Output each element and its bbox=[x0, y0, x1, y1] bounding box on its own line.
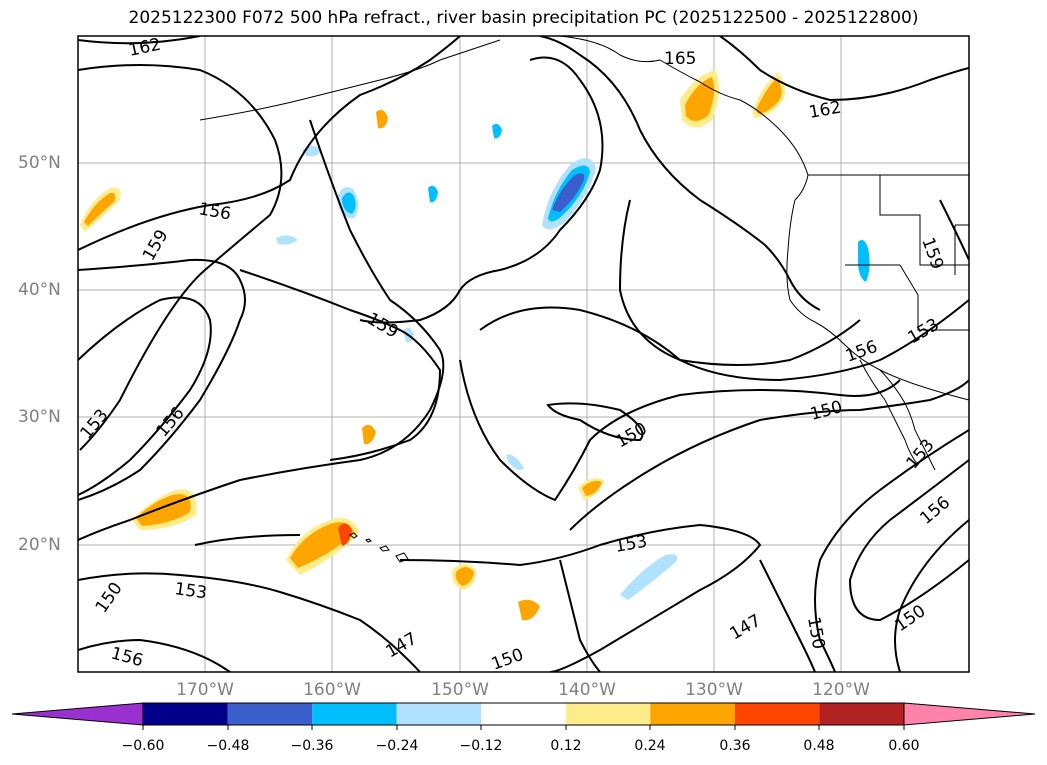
precip-shading bbox=[80, 70, 870, 621]
contour-label: 165 bbox=[664, 49, 696, 69]
contour-mid-ridge bbox=[78, 119, 445, 541]
colorbar-tick-label: 0.24 bbox=[634, 738, 666, 754]
contour-150-south bbox=[569, 379, 969, 531]
contour-labels: 162 165 162 156 159 159 159 153 156 156 … bbox=[77, 35, 955, 675]
lon-label-140w: 140°W bbox=[558, 680, 616, 700]
colorbar-box bbox=[565, 703, 651, 725]
contour-159-north bbox=[78, 64, 283, 451]
lon-label-130w: 130°W bbox=[685, 680, 743, 700]
colorbar-tick-label: −0.48 bbox=[206, 738, 250, 754]
map-title: 2025122300 F072 500 hPa refract., river … bbox=[128, 8, 919, 28]
lon-label-170w: 170°W bbox=[176, 680, 234, 700]
baja bbox=[859, 359, 919, 466]
contour-153-central bbox=[479, 299, 969, 382]
colorbar-tick-marks bbox=[142, 725, 905, 730]
colorbar-tick-label: −0.36 bbox=[290, 738, 334, 754]
colorbar-over-extension bbox=[903, 702, 1036, 726]
precip-blob-neg-b bbox=[858, 240, 870, 282]
lon-label-150w: 150°W bbox=[431, 680, 489, 700]
colorbar-box bbox=[312, 703, 397, 725]
alaska-coast bbox=[199, 36, 809, 201]
map-background bbox=[78, 36, 969, 672]
lon-label-120w: 120°W bbox=[812, 680, 870, 700]
colorbar-tick-label: 0.60 bbox=[888, 738, 920, 754]
colorbar-box bbox=[396, 703, 482, 725]
colorbar-tick-label: 0.36 bbox=[719, 738, 751, 754]
coastlines bbox=[199, 36, 969, 563]
contour-gulf-trough bbox=[359, 56, 604, 324]
colorbar-box bbox=[650, 703, 735, 725]
colorbar-box bbox=[481, 703, 566, 725]
colorbar-boxes bbox=[142, 702, 905, 726]
hawaii-islands bbox=[349, 532, 409, 563]
lat-label-30n: 30°N bbox=[18, 407, 61, 427]
border-us-mexico bbox=[879, 369, 969, 401]
colorbar-tick-label: −0.24 bbox=[375, 738, 419, 754]
contour-156-west bbox=[78, 36, 461, 251]
colorbar-under-extension bbox=[11, 702, 144, 726]
contour-label: 153 bbox=[173, 579, 208, 603]
contour-162-nw bbox=[78, 36, 201, 45]
colorbar-box bbox=[227, 703, 313, 725]
map-frame bbox=[77, 35, 970, 673]
colorbar-tick-label: 0.48 bbox=[803, 738, 835, 754]
refractivity-contours bbox=[78, 36, 969, 672]
colorbar bbox=[11, 702, 1036, 730]
colorbar-tick-label: −0.12 bbox=[459, 738, 503, 754]
colorbar-box bbox=[734, 703, 820, 725]
colorbar-box bbox=[143, 703, 228, 725]
colorbar-tick-label: 0.12 bbox=[550, 738, 582, 754]
canada-coast bbox=[786, 199, 936, 471]
lat-label-40n: 40°N bbox=[18, 280, 61, 300]
lat-label-20n: 20°N bbox=[18, 535, 61, 555]
colorbar-box bbox=[819, 703, 904, 725]
colorbar-tick-label: −0.60 bbox=[121, 738, 165, 754]
lon-label-160w: 160°W bbox=[303, 680, 361, 700]
lat-label-50n: 50°N bbox=[18, 153, 61, 173]
